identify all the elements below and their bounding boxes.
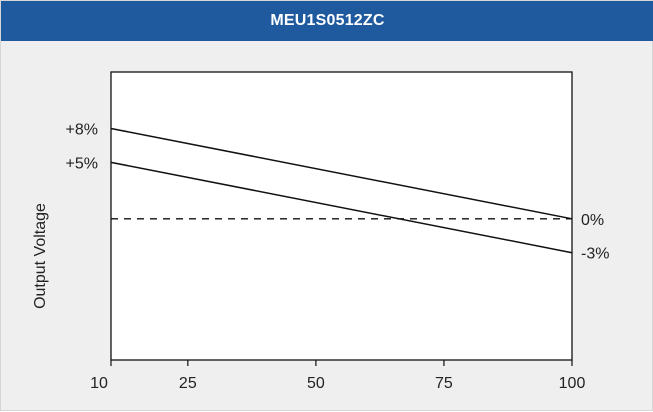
chart-marks: 10 25 50 75 100 +8% +5% 0% -3%	[66, 121, 610, 392]
y-label-left-1: +5%	[66, 155, 98, 172]
y-label-right-0: 0%	[581, 212, 604, 229]
series-line-1	[110, 127, 573, 220]
series-line-2	[110, 161, 573, 254]
x-tick-label-75: 75	[435, 375, 453, 392]
chart-svg: Output Voltage 10 25 50 75 100 +8% +5% 0% -3%	[32, 71, 610, 392]
chart-title: MEU1S0512ZC	[270, 12, 385, 29]
x-tick-label-10: 10	[90, 375, 108, 392]
y-label-right-1: -3%	[581, 246, 609, 263]
x-tick-label-100: 100	[559, 375, 586, 392]
y-label-left-0: +8%	[66, 121, 98, 138]
y-axis-label: Output Voltage	[32, 203, 49, 309]
plot-area	[110, 71, 573, 361]
x-tick-label-50: 50	[307, 375, 325, 392]
x-tick-label-25: 25	[179, 375, 197, 392]
title-bar: MEU1S0512ZC	[1, 1, 653, 41]
